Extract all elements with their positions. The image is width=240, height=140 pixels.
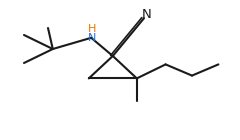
Text: N: N	[142, 8, 152, 20]
Text: N: N	[88, 33, 96, 43]
Text: H: H	[88, 24, 96, 34]
